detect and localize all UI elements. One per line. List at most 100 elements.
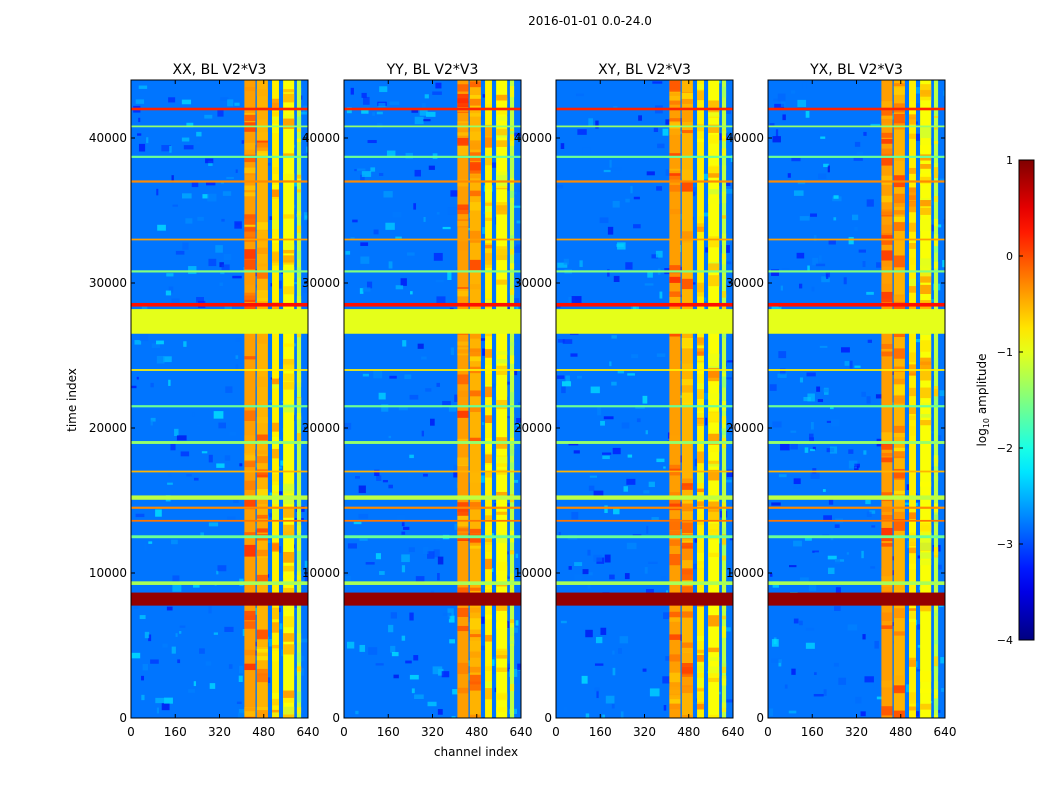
heatmap-texture-cell <box>862 634 866 640</box>
heatmap-texture-cell <box>200 532 204 538</box>
channel-band-cell <box>256 706 268 713</box>
channel-band-cell <box>933 660 939 673</box>
channel-band-cell <box>509 585 515 593</box>
channel-band-cell <box>485 104 492 109</box>
heatmap-texture-cell <box>799 216 810 221</box>
channel-band-cell <box>920 552 932 559</box>
heatmap-texture-cell <box>206 181 216 186</box>
channel-band-cell <box>457 587 469 597</box>
channel-band-cell <box>469 190 481 197</box>
heatmap-texture-cell <box>906 484 909 491</box>
channel-band-cell <box>669 185 681 192</box>
heatmap-texture-cell <box>596 690 599 699</box>
channel-band-cell <box>256 89 268 97</box>
heatmap-texture-cell <box>224 455 231 461</box>
channel-band-cell <box>893 631 905 636</box>
channel-band <box>256 80 268 718</box>
heatmap-texture-cell <box>305 574 308 583</box>
heatmap-texture-cell <box>421 430 424 437</box>
channel-band-cell <box>496 351 508 355</box>
channel-band-cell <box>669 617 681 622</box>
channel-band-cell <box>256 247 268 254</box>
heatmap-image <box>131 80 308 718</box>
channel-band-cell <box>708 367 720 378</box>
heatmap-texture-cell <box>227 516 236 522</box>
channel-band-cell <box>272 692 279 703</box>
heatmap-texture-cell <box>506 660 513 668</box>
channel-band-cell <box>933 358 939 366</box>
channel-band <box>909 80 916 718</box>
heatmap-texture-cell <box>437 709 443 715</box>
channel-band-cell <box>469 437 481 442</box>
heatmap-texture-cell <box>593 490 604 497</box>
x-tick-label: 480 <box>677 725 700 739</box>
channel-band-cell <box>457 121 469 129</box>
heatmap-texture-cell <box>571 296 582 304</box>
heatmap-texture-cell <box>855 696 862 704</box>
heatmap-texture-cell <box>557 339 565 343</box>
heatmap-texture-cell <box>814 672 817 675</box>
panels: XX, BL V2*V3 0 160 320 480 640 0 10000 20000 3000… <box>89 62 957 739</box>
channel-band-cell <box>296 211 302 216</box>
heatmap-texture-cell <box>691 187 701 195</box>
channel-band-cell <box>909 610 916 622</box>
channel-band-cell <box>256 514 268 520</box>
heatmap-texture-cell <box>221 264 230 271</box>
channel-band-cell <box>283 551 295 563</box>
channel-band-cell <box>296 88 302 100</box>
heatmap-texture-cell <box>155 509 162 517</box>
heatmap-texture-cell <box>835 558 841 564</box>
heatmap-texture-cell <box>304 215 308 219</box>
channel-band-cell <box>485 253 492 265</box>
heatmap-texture-cell <box>827 555 837 560</box>
heatmap-texture-cell <box>916 669 922 672</box>
channel-band-cell <box>909 286 916 293</box>
channel-band-cell <box>681 648 693 653</box>
channel-band-cell <box>457 341 469 346</box>
rfi-time-line <box>344 495 521 500</box>
channel-band-cell <box>272 474 279 482</box>
channel-band-cell <box>708 523 720 533</box>
heatmap-texture-cell <box>652 81 663 84</box>
channel-band-cell <box>272 650 279 655</box>
heatmap-texture-cell <box>427 701 437 707</box>
heatmap-texture-cell <box>426 111 436 117</box>
heatmap-texture-cell <box>353 521 362 525</box>
heatmap-texture-cell <box>168 97 176 103</box>
channel-band-cell <box>669 175 681 182</box>
heatmap-texture-cell <box>939 178 945 183</box>
heatmap-texture-cell <box>863 131 867 136</box>
heatmap-texture-cell <box>793 618 799 624</box>
channel-band-cell <box>893 378 905 386</box>
channel-band-cell <box>256 710 268 718</box>
heatmap-texture-cell <box>481 422 485 426</box>
channel-band-cell <box>457 438 469 443</box>
channel-band-cell <box>496 622 508 629</box>
heatmap-texture-cell <box>864 676 874 683</box>
channel-band-cell <box>920 414 932 418</box>
heatmap-texture-cell <box>411 108 419 113</box>
channel-band-cell <box>509 623 515 628</box>
heatmap-texture-cell <box>239 463 243 467</box>
channel-band-cell <box>933 218 939 227</box>
channel-band-cell <box>893 468 905 478</box>
channel-band-cell <box>469 351 481 362</box>
heatmap-texture-cell <box>415 576 425 583</box>
rfi-time-line <box>556 592 733 606</box>
channel-band-cell <box>457 508 469 516</box>
heatmap-texture-cell <box>701 297 711 304</box>
channel-band-cell <box>909 278 916 286</box>
heatmap-texture-cell <box>793 540 802 547</box>
heatmap-texture-cell <box>223 253 232 260</box>
channel-band-cell <box>708 441 720 453</box>
heatmap-texture-cell <box>633 224 641 229</box>
heatmap-texture-cell <box>814 551 824 556</box>
heatmap-texture-cell <box>157 224 166 231</box>
heatmap-texture-cell <box>447 207 458 215</box>
rfi-time-line <box>556 506 733 509</box>
channel-band-cell <box>244 544 256 557</box>
heatmap-texture-cell <box>871 525 876 528</box>
channel-band-cell <box>920 145 932 154</box>
heatmap-texture-cell <box>225 386 233 393</box>
channel-band-cell <box>881 233 893 241</box>
